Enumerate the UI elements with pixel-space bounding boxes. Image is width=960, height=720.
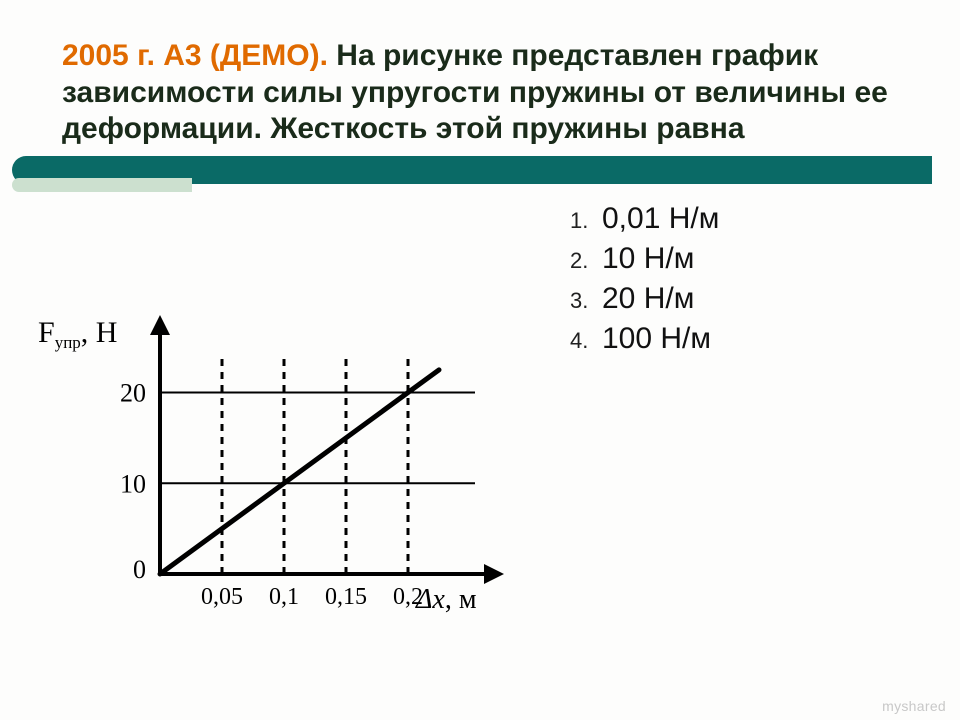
option-number: 4. bbox=[570, 328, 602, 354]
title-highlight: 2005 г. А3 (ДЕМО). bbox=[62, 39, 328, 72]
svg-text:Δx, м: Δx, м bbox=[415, 584, 477, 615]
question-title: 2005 г. А3 (ДЕМО). На рисунке представле… bbox=[62, 38, 905, 148]
option-number: 2. bbox=[570, 248, 602, 274]
svg-text:0,05: 0,05 bbox=[201, 584, 243, 610]
watermark: myshared bbox=[882, 698, 946, 714]
option-2: 2. 10 Н/м bbox=[570, 242, 719, 276]
option-value: 0,01 Н/м bbox=[602, 202, 719, 236]
chart-svg: 102000,050,10,150,2Fупр, НΔx, м bbox=[30, 284, 530, 624]
option-value: 20 Н/м bbox=[602, 282, 694, 316]
title-underline bbox=[0, 156, 960, 184]
title-block: 2005 г. А3 (ДЕМО). На рисунке представле… bbox=[0, 0, 960, 148]
option-number: 3. bbox=[570, 288, 602, 314]
answer-options: 1. 0,01 Н/м 2. 10 Н/м 3. 20 Н/м 4. 100 Н… bbox=[570, 202, 719, 362]
option-number: 1. bbox=[570, 208, 602, 234]
chart: 102000,050,10,150,2Fупр, НΔx, м bbox=[30, 284, 530, 624]
svg-text:0: 0 bbox=[133, 555, 146, 584]
option-1: 1. 0,01 Н/м bbox=[570, 202, 719, 236]
slide: 2005 г. А3 (ДЕМО). На рисунке представле… bbox=[0, 0, 960, 720]
svg-text:20: 20 bbox=[120, 378, 146, 407]
content-area: 1. 0,01 Н/м 2. 10 Н/м 3. 20 Н/м 4. 100 Н… bbox=[0, 184, 960, 644]
svg-text:Fупр, Н: Fупр, Н bbox=[38, 316, 117, 352]
svg-text:10: 10 bbox=[120, 469, 146, 498]
svg-text:0,1: 0,1 bbox=[269, 584, 299, 610]
option-value: 10 Н/м bbox=[602, 242, 694, 276]
option-4: 4. 100 Н/м bbox=[570, 322, 719, 356]
svg-text:0,15: 0,15 bbox=[325, 584, 367, 610]
option-value: 100 Н/м bbox=[602, 322, 711, 356]
option-3: 3. 20 Н/м bbox=[570, 282, 719, 316]
